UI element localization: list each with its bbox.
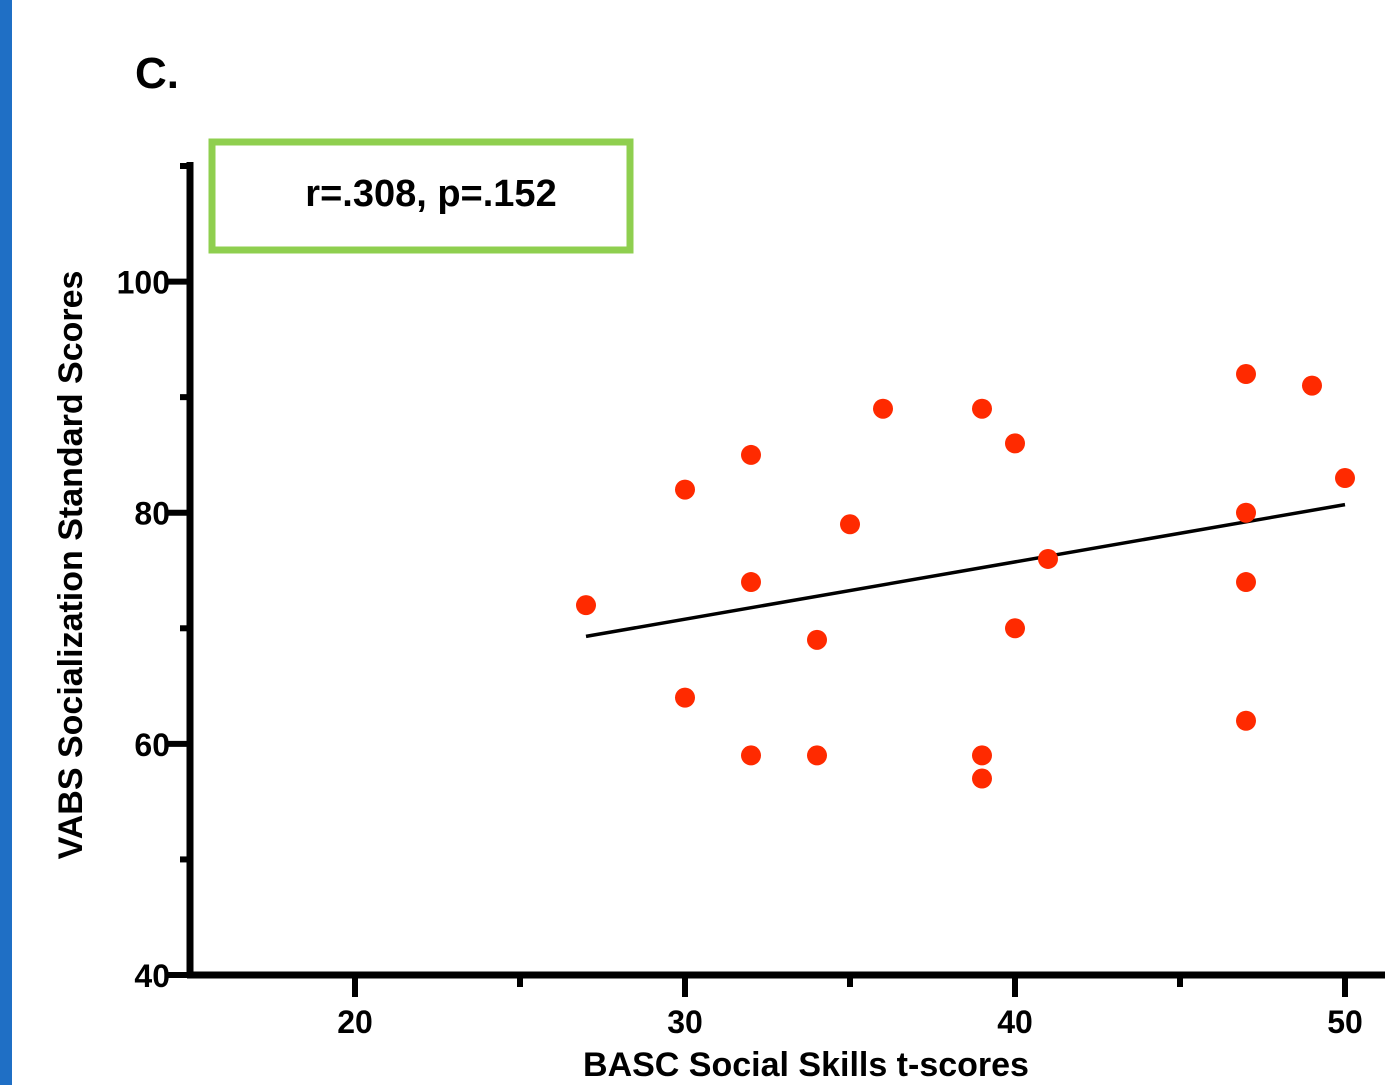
y-axis-label: VABS Socialization Standard Scores [52, 271, 90, 860]
side-bar [0, 0, 12, 1085]
point [972, 398, 992, 419]
x-tick-label: 20 [337, 1004, 373, 1040]
x-tick-label: 30 [667, 1004, 703, 1040]
point [1005, 433, 1025, 454]
point [972, 768, 992, 789]
panel-label: C. [135, 49, 179, 98]
point [675, 479, 695, 500]
point [807, 629, 827, 650]
point [1236, 502, 1256, 523]
point [741, 745, 761, 766]
point [1236, 572, 1256, 593]
point [840, 514, 860, 535]
point [1335, 468, 1355, 489]
fit-line [585, 502, 1346, 639]
point [741, 444, 761, 465]
point [1236, 364, 1256, 385]
point [972, 745, 992, 766]
x-tick-label: 50 [1327, 1004, 1363, 1040]
point [1005, 618, 1025, 639]
point [807, 745, 827, 766]
point [1302, 375, 1322, 396]
y-tick-label: 80 [134, 496, 170, 532]
y-tick-label: 60 [134, 727, 170, 763]
annotation: r=.308, p=.152 [305, 173, 556, 215]
x-tick-label: 40 [997, 1004, 1033, 1040]
y-tick-label: 40 [134, 958, 170, 994]
point [576, 595, 596, 616]
point [675, 687, 695, 708]
annotation-box [208, 138, 634, 254]
x-axis-label: BASC Social Skills t-scores [583, 1046, 1029, 1084]
point [873, 398, 893, 419]
point [1236, 710, 1256, 731]
point [1038, 548, 1058, 569]
point [741, 572, 761, 593]
y-tick-label: 100 [117, 265, 170, 301]
